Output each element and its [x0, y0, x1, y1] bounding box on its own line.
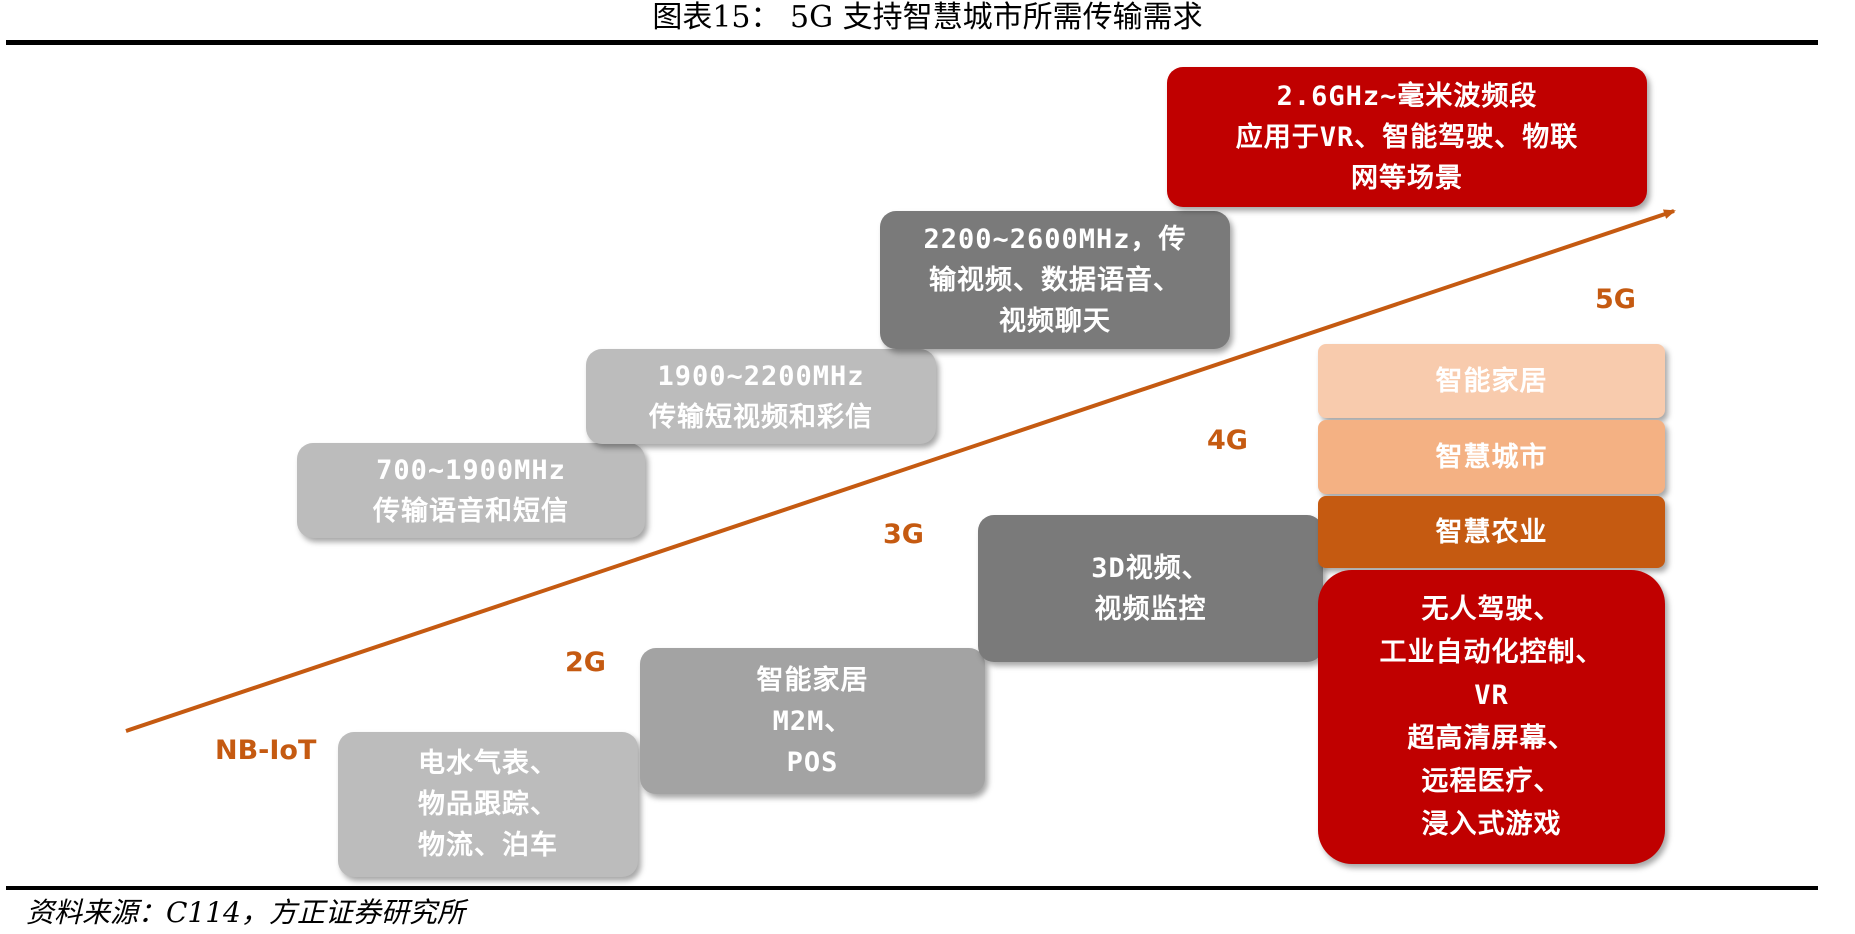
source-note: 资料来源：C114，方正证券研究所: [26, 896, 465, 929]
smart-city-box: 智慧城市: [1318, 420, 1665, 494]
smart-home-box: 智能家居: [1318, 344, 1665, 418]
band-2200-2600-box: 2200~2600MHz，传 输视频、数据语音、 视频聊天: [880, 211, 1230, 349]
3g-apps-box: 3D视频、 视频监控: [978, 515, 1323, 662]
band-5g-box: 2.6GHz~毫米波频段 应用于VR、智能驾驶、物联 网等场景: [1167, 67, 1647, 207]
gen-label-4g: 4G: [1207, 425, 1248, 456]
figure-title: 图表15： 5G 支持智慧城市所需传输需求: [652, 0, 1203, 35]
smart-agriculture-box: 智慧农业: [1318, 496, 1665, 568]
band-700-1900-box: 700~1900MHz 传输语音和短信: [297, 443, 645, 538]
growth-arrow-line: [125, 209, 1676, 733]
gen-label-3g: 3G: [883, 519, 924, 550]
gen-label-2g: 2G: [565, 647, 606, 678]
2g-apps-box: 智能家居 M2M、 POS: [640, 648, 985, 794]
gen-label-5g: 5G: [1595, 284, 1636, 315]
band-1900-2200-box: 1900~2200MHz 传输短视频和彩信: [586, 349, 936, 444]
bottom-rule: [6, 886, 1818, 890]
top-rule: [6, 40, 1818, 45]
5g-apps-box: 无人驾驶、 工业自动化控制、 VR 超高清屏幕、 远程医疗、 浸入式游戏: [1318, 570, 1665, 864]
gen-label-nbiot: NB-IoT: [215, 735, 317, 766]
nbiot-apps-box: 电水气表、 物品跟踪、 物流、泊车: [338, 732, 638, 877]
